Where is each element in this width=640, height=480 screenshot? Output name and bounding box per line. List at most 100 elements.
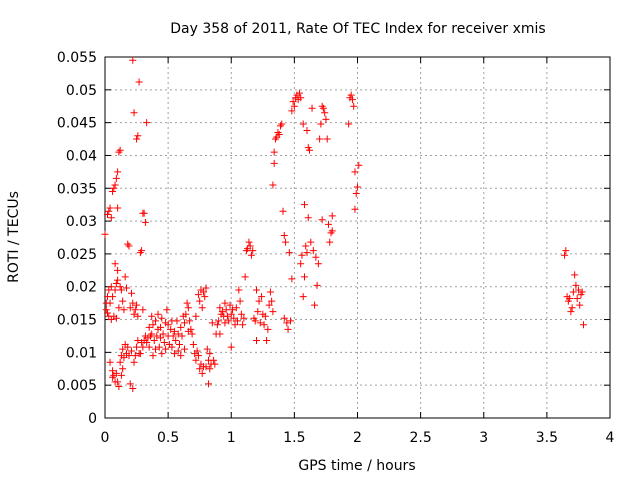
data-point <box>221 299 229 307</box>
x-tick-label: 0.5 <box>157 430 179 446</box>
data-point <box>225 317 233 325</box>
data-point <box>302 242 310 250</box>
data-point <box>173 317 181 325</box>
data-point <box>172 337 180 345</box>
data-point <box>186 317 194 325</box>
data-point <box>104 309 112 317</box>
data-point <box>278 120 286 128</box>
data-point <box>107 214 115 222</box>
data-point <box>122 284 130 292</box>
data-point <box>174 347 182 355</box>
data-point <box>231 321 239 329</box>
data-point <box>150 337 158 345</box>
x-tick-label: 0 <box>101 430 110 446</box>
data-point <box>143 339 151 347</box>
data-point <box>282 238 290 246</box>
data-point <box>181 345 189 353</box>
data-point <box>148 312 156 320</box>
data-point <box>154 310 162 318</box>
y-tick-label: 0.04 <box>66 148 97 164</box>
data-point <box>155 343 163 351</box>
data-point <box>198 369 206 377</box>
data-point <box>112 174 120 182</box>
data-point <box>236 297 244 305</box>
data-point <box>578 288 586 296</box>
y-tick-label: 0.045 <box>57 116 97 132</box>
data-point <box>115 382 123 390</box>
data-point <box>247 251 255 259</box>
data-point <box>194 291 202 299</box>
data-point <box>119 297 127 305</box>
y-tick-label: 0.02 <box>66 280 97 296</box>
data-point <box>131 306 139 314</box>
data-point <box>158 314 166 322</box>
data-point <box>104 211 112 219</box>
data-point <box>323 135 331 143</box>
data-point <box>280 232 288 240</box>
data-point <box>269 181 277 189</box>
data-point <box>226 301 234 309</box>
data-point <box>134 132 142 140</box>
data-point <box>145 343 153 351</box>
data-point <box>157 334 165 342</box>
data-point <box>321 109 329 117</box>
data-point <box>285 249 293 257</box>
data-point <box>256 319 264 327</box>
data-point <box>160 339 168 347</box>
data-point <box>306 146 314 154</box>
data-point <box>240 314 248 322</box>
x-tick-label: 2.5 <box>409 430 431 446</box>
data-point <box>153 332 161 340</box>
data-point <box>270 148 278 156</box>
y-tick-label: 0.025 <box>57 247 97 263</box>
data-point <box>134 312 142 320</box>
data-point <box>206 350 214 358</box>
data-point <box>107 283 115 291</box>
data-point <box>574 286 582 294</box>
data-point <box>312 253 320 261</box>
data-point <box>130 109 138 117</box>
data-point <box>163 306 171 314</box>
chart-title: Day 358 of 2011, Rate Of TEC Index for r… <box>170 21 545 37</box>
data-point <box>265 301 273 309</box>
data-point <box>202 284 210 292</box>
x-tick-label: 3.5 <box>536 430 558 446</box>
data-point <box>136 350 144 358</box>
data-point <box>246 242 254 250</box>
data-point <box>130 310 138 318</box>
data-point <box>576 301 584 309</box>
data-point <box>116 358 124 366</box>
data-point <box>227 310 235 318</box>
data-point <box>283 319 291 327</box>
data-point <box>241 273 249 281</box>
data-point <box>101 230 109 238</box>
data-point <box>109 188 117 196</box>
data-point <box>157 323 165 331</box>
data-point <box>140 209 148 217</box>
data-point <box>112 279 120 287</box>
data-point <box>304 214 312 222</box>
data-point <box>355 161 363 169</box>
data-point <box>234 317 242 325</box>
data-point <box>184 304 192 312</box>
data-point <box>299 120 307 128</box>
data-point <box>206 365 214 373</box>
data-point <box>227 343 235 351</box>
data-point <box>308 104 316 112</box>
data-point <box>573 295 581 303</box>
data-point <box>139 306 147 314</box>
data-point <box>106 299 114 307</box>
data-point <box>178 332 186 340</box>
data-point <box>300 201 308 209</box>
data-point <box>126 380 134 388</box>
data-point <box>177 352 185 360</box>
data-point <box>196 297 204 305</box>
data-point <box>205 380 213 388</box>
data-point <box>299 293 307 301</box>
data-point <box>114 168 122 176</box>
data-point <box>345 120 353 128</box>
data-point <box>317 120 325 128</box>
data-point <box>106 358 114 366</box>
data-point <box>270 159 278 167</box>
y-tick-label: 0.015 <box>57 313 97 329</box>
